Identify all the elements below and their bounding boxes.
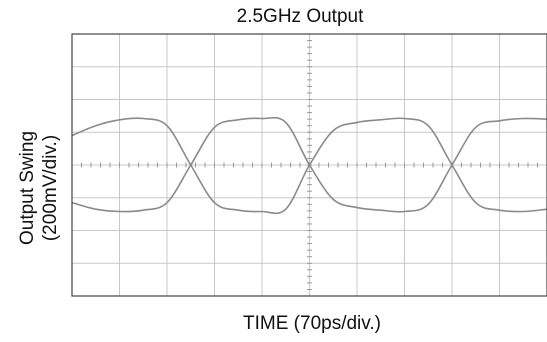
y-axis-label-line-2: (200mV/div.): [40, 135, 61, 241]
center-axis-ticks: [71, 33, 547, 297]
series-group: [71, 116, 547, 215]
x-axis-label: TIME (70ps/div.): [243, 313, 381, 334]
series-line-2: [71, 116, 547, 213]
chart-title: 2.5GHz Output: [236, 6, 364, 27]
y-axis-label: Output Swing (200mV/div.): [0, 0, 70, 342]
y-axis-label-line-1: Output Swing: [17, 131, 38, 245]
plot-frame: [71, 33, 547, 297]
